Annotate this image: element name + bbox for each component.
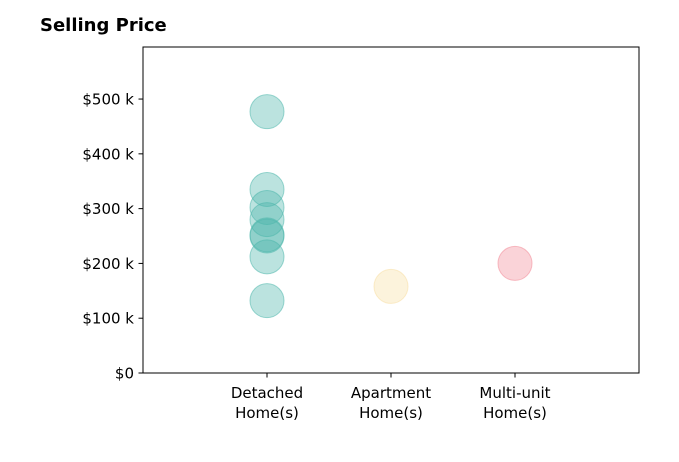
x-tick-label: Detached Home(s) — [231, 384, 303, 422]
data-point — [249, 283, 285, 319]
y-tick-label: $300 k — [82, 200, 134, 218]
x-tick-label-line: Home(s) — [235, 404, 299, 422]
x-tick-label-line: Apartment — [351, 384, 431, 402]
chart-title: Selling Price — [40, 15, 167, 36]
x-tick-label: Multi-unit Home(s) — [479, 384, 550, 422]
x-tick-label-line: Detached — [231, 384, 303, 402]
data-points — [249, 94, 533, 319]
data-point — [249, 239, 285, 275]
y-tick-label: $500 k — [82, 91, 134, 109]
data-point — [249, 171, 285, 207]
data-point — [249, 94, 285, 130]
data-point — [249, 202, 285, 238]
x-tick-label: Apartment Home(s) — [351, 384, 431, 422]
axis-ticks: $0 $100 k $200 k $300 k $400 k $500 k Detached… — [82, 91, 550, 422]
x-tick-label-line: Home(s) — [359, 404, 423, 422]
plot-frame — [142, 46, 640, 374]
y-tick-label: $100 k — [82, 310, 134, 328]
data-point — [497, 245, 533, 281]
x-tick-label-line: Multi-unit — [479, 384, 550, 402]
y-tick-label: $200 k — [82, 255, 134, 273]
y-tick-label: $400 k — [82, 145, 134, 163]
y-tick-label: $0 — [115, 365, 134, 383]
x-tick-label-line: Home(s) — [483, 404, 547, 422]
data-point — [249, 190, 285, 226]
data-point — [373, 268, 409, 304]
data-point — [249, 218, 285, 254]
